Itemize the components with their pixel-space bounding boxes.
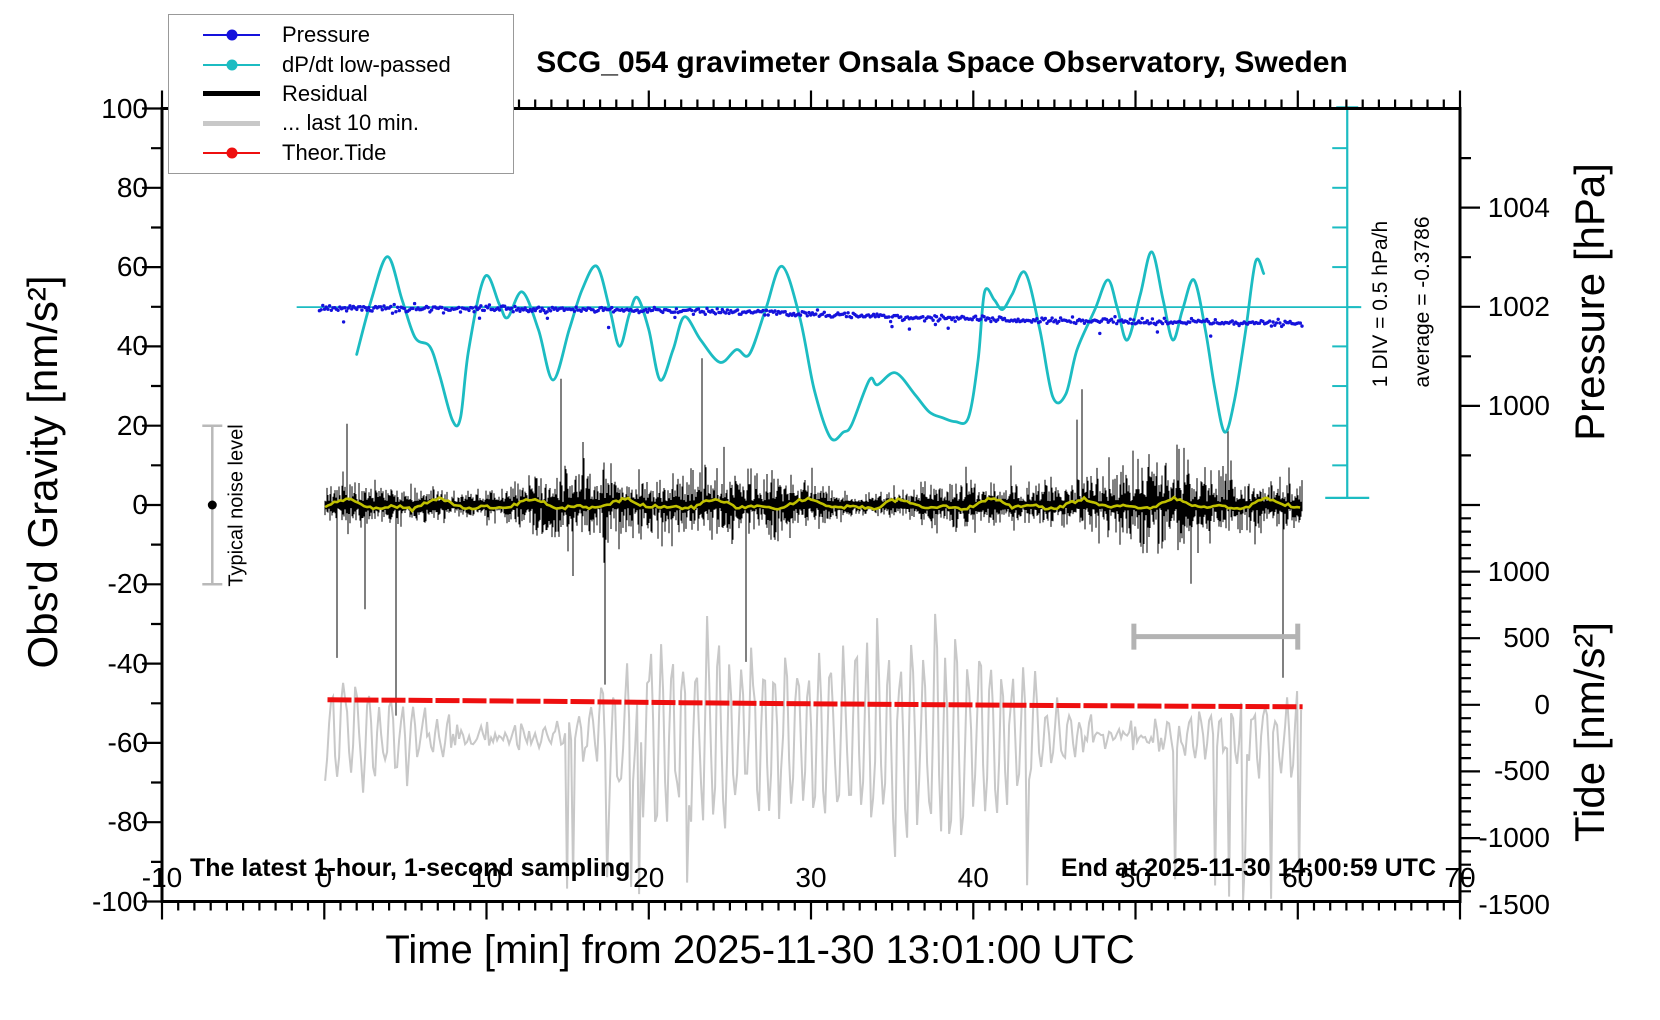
pressure-dot-icon (226, 29, 237, 41)
tide-line-swatch (203, 147, 260, 159)
chart-title: SCG_054 gravimeter Onsala Space Observat… (536, 46, 1348, 79)
noise-level-annotation: Typical noise level (225, 424, 248, 587)
time-tick-label: 70 (1444, 862, 1476, 893)
gravity-tick-label: -80 (107, 806, 148, 838)
legend-label: Pressure (282, 22, 371, 48)
bottom-axis-label: Time [min] from 2025-11-30 13:01:00 UTC (385, 928, 1135, 972)
legend-item-pressure: Pressure (203, 22, 513, 48)
legend: Pressure dP/dt low-passed Residual ... l… (168, 14, 514, 174)
legend-item-last10: ... last 10 min. (203, 110, 513, 136)
pressure-line-swatch (203, 29, 260, 41)
legend-item-tide: Theor.Tide (203, 140, 513, 166)
tide-dot-icon (226, 147, 237, 159)
gravity-tick-label: 20 (116, 409, 148, 441)
pressure-tick-label: 1002 (1487, 290, 1550, 322)
time-tick-label: -10 (141, 862, 183, 893)
time-tick-label: 0 (316, 862, 333, 893)
time-tick-label: 40 (957, 862, 989, 893)
gravity-tick-label: -40 (107, 647, 148, 679)
gravity-tick-label: -60 (107, 726, 148, 758)
tide-axis-label: Tide [nm/s²] (1566, 621, 1613, 843)
dpdt-line-swatch (203, 59, 260, 71)
time-tick-label: 20 (633, 862, 665, 893)
gravity-tick-label: 80 (116, 171, 148, 203)
tide-tick-label: -1500 (1478, 888, 1550, 920)
div-scale-annotation: 1 DIV = 0.5 hPa/h (1369, 220, 1392, 388)
legend-label: dP/dt low-passed (282, 51, 451, 77)
gravity-tick-label: -20 (107, 568, 148, 600)
tide-tick-label: 1000 (1487, 555, 1550, 587)
pressure-tick-label: 1004 (1487, 191, 1550, 223)
tide-tick-label: -500 (1493, 755, 1550, 787)
gravity-tick-label: 0 (132, 489, 148, 520)
legend-label: Theor.Tide (282, 139, 387, 165)
pressure-tick-label: 1000 (1487, 389, 1550, 421)
time-tick-label: 60 (1282, 862, 1314, 893)
legend-item-residual: Residual (203, 81, 513, 107)
time-tick-label: 30 (795, 862, 827, 893)
time-tick-label: 10 (470, 862, 503, 893)
sampling-annotation: The latest 1-hour, 1-second sampling (190, 854, 631, 882)
legend-label: Residual (282, 80, 368, 106)
end-time-annotation: End at 2025-11-30 14:00:59 UTC (1060, 854, 1436, 882)
time-tick-label: 50 (1119, 862, 1152, 893)
tide-tick-label: 500 (1503, 622, 1550, 654)
gravity-tick-label: 60 (116, 251, 148, 283)
legend-item-dpdt: dP/dt low-passed (203, 52, 513, 78)
gravity-tick-label: -100 (91, 885, 148, 917)
tide-tick-label: 0 (1534, 688, 1550, 720)
legend-label: ... last 10 min. (282, 110, 419, 136)
dpdt-dot-icon (226, 59, 237, 71)
gravity-tick-label: 40 (116, 330, 148, 362)
last10-line-swatch (203, 120, 260, 126)
tide-tick-label: -1000 (1478, 822, 1550, 854)
residual-line-swatch (203, 91, 260, 97)
gravity-tick-label: 100 (101, 92, 148, 124)
